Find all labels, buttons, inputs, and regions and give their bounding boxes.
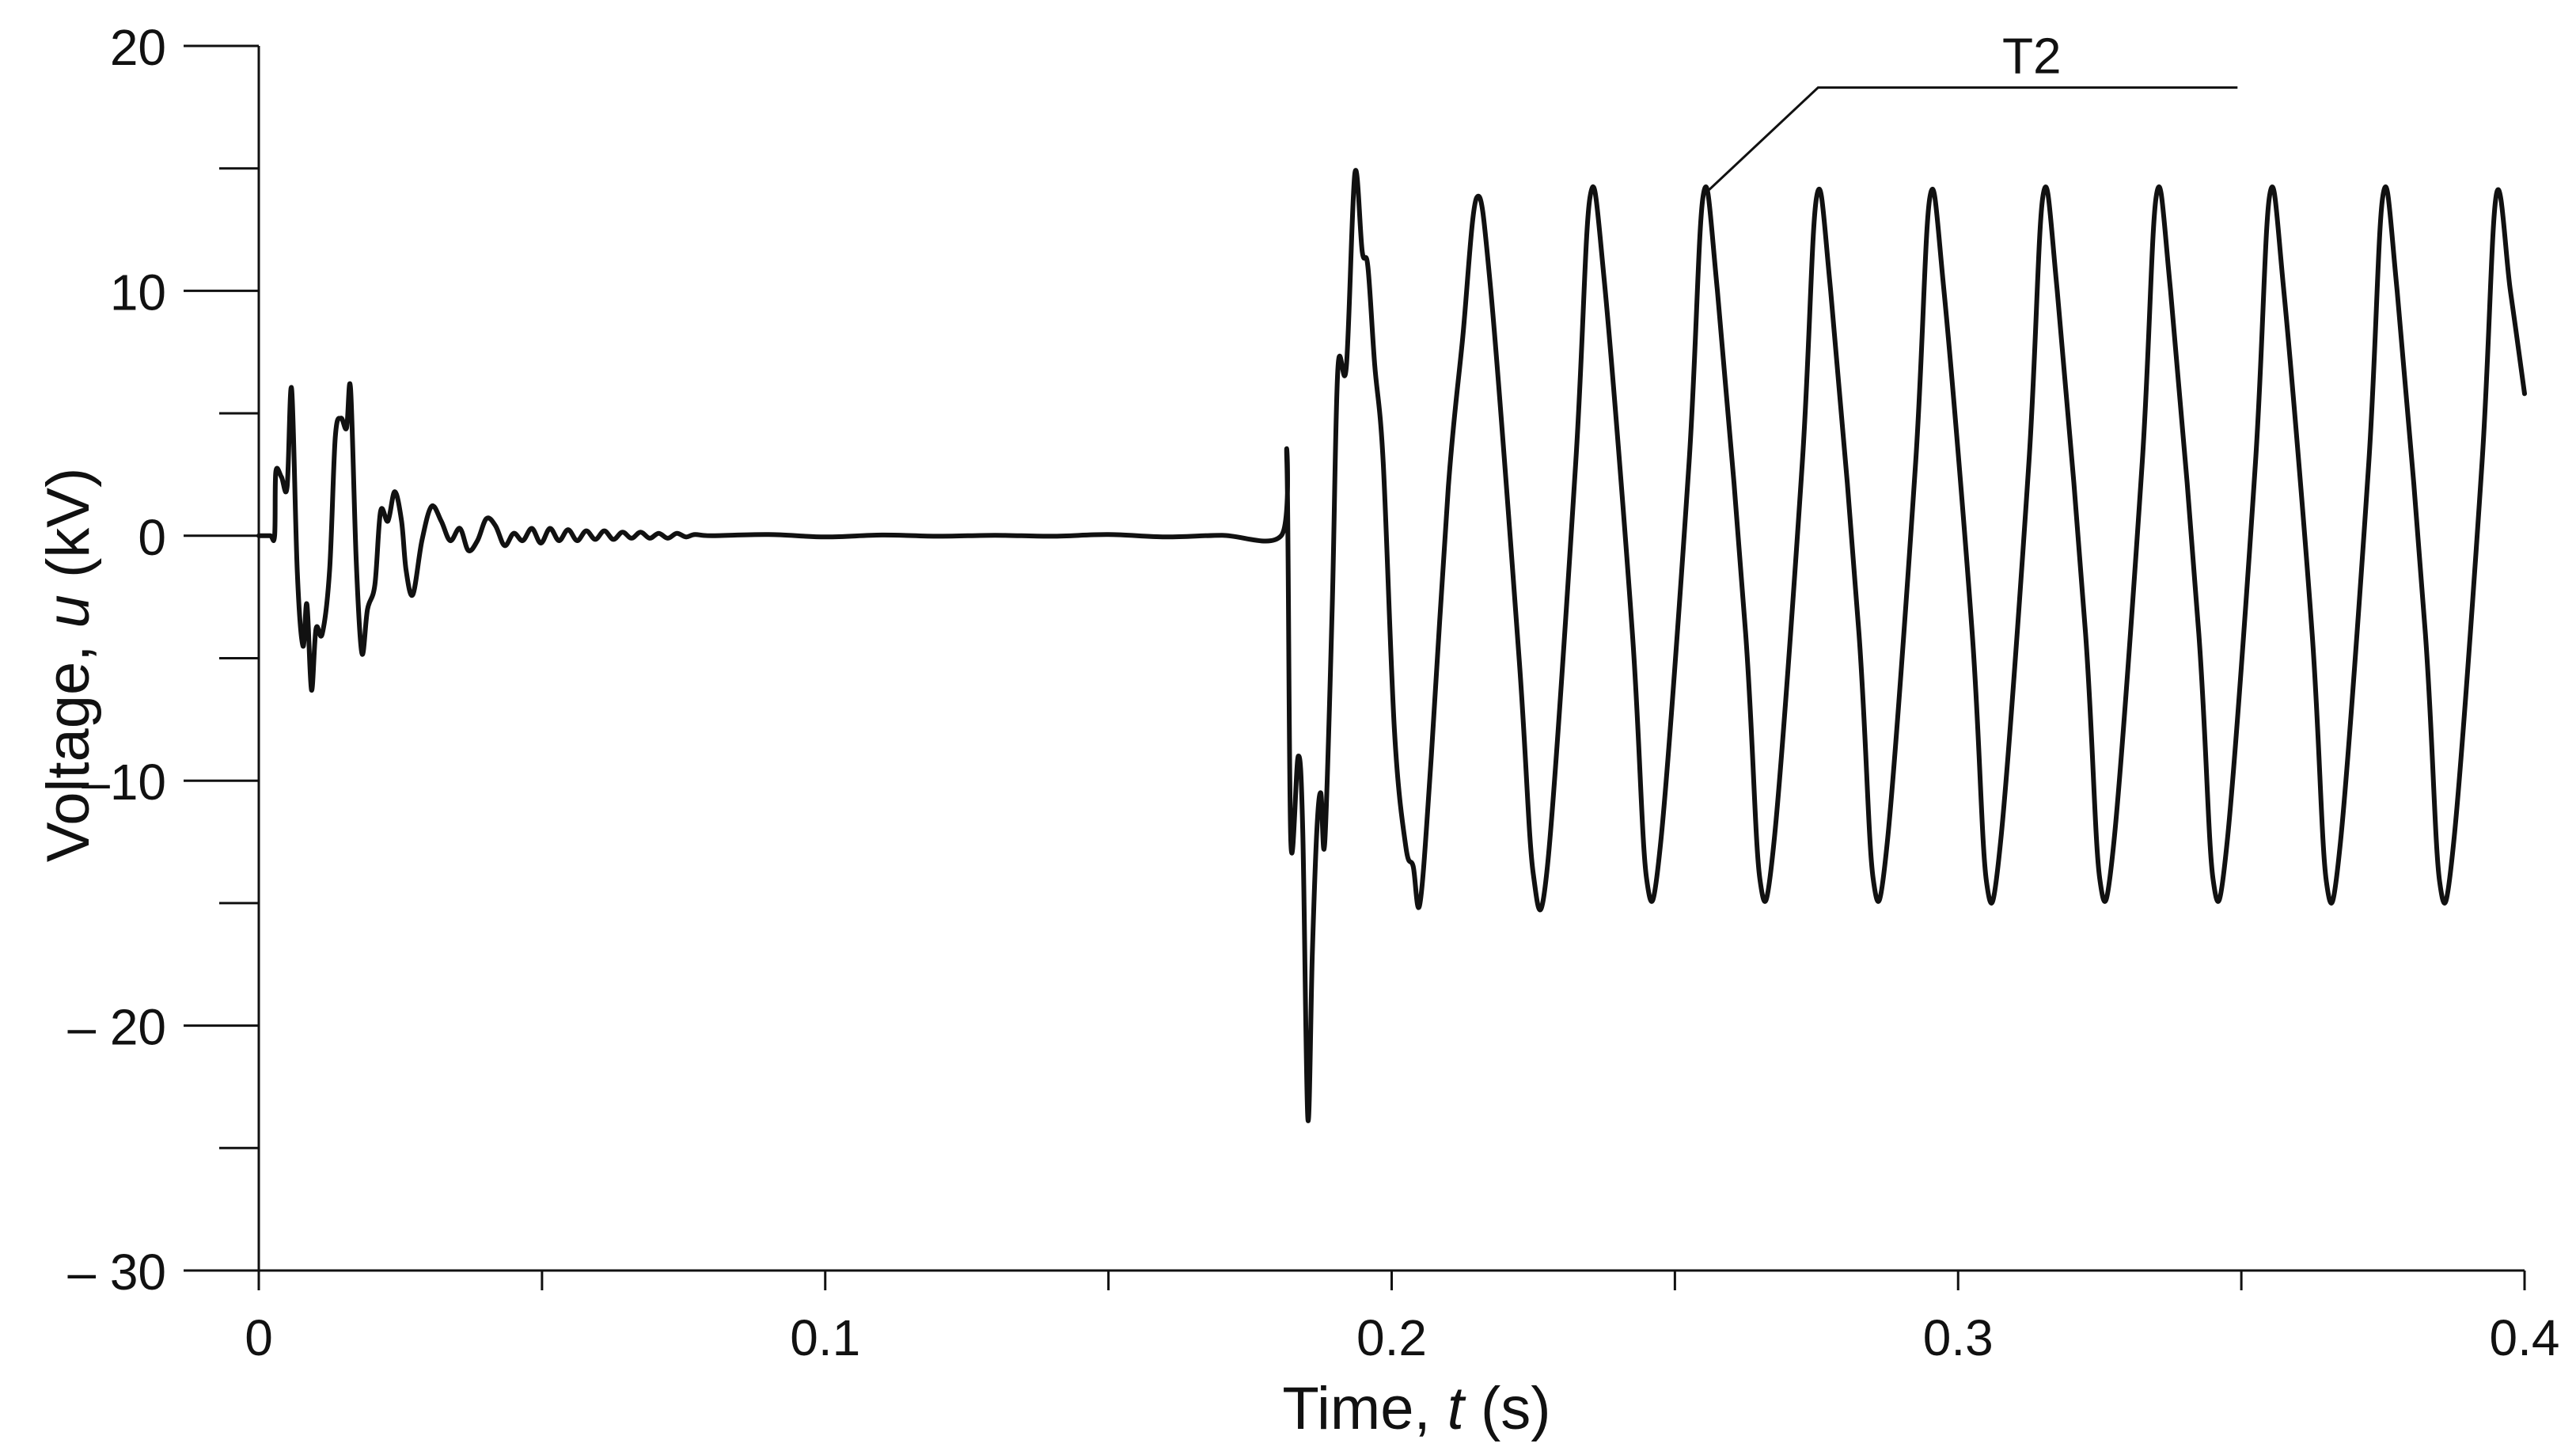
series-line-t2 <box>256 168 2527 1123</box>
annotation-leader-line <box>1702 86 2238 196</box>
y-tick-label: – 20 <box>67 999 166 1056</box>
y-tick-label: 10 <box>110 264 166 321</box>
x-axis-ticks: 0 0.1 0.2 0.3 0.4 <box>245 1271 2559 1366</box>
annotation-layer: T2 <box>1702 28 2238 196</box>
series-layer <box>256 168 2527 1123</box>
y-tick-label: 0 <box>138 509 166 566</box>
y-tick-label: – 30 <box>67 1244 166 1301</box>
y-axis-title: Voltage, u (kV) <box>35 468 102 863</box>
x-tick-label: 0 <box>245 1309 273 1366</box>
x-tick-label: 0.4 <box>2490 1309 2560 1366</box>
y-tick-label: 20 <box>110 19 166 76</box>
x-tick-label: 0.1 <box>790 1309 860 1366</box>
x-tick-label: 0.2 <box>1356 1309 1427 1366</box>
series-label: T2 <box>2002 28 2062 85</box>
y-axis-ticks: 20 10 0 –10 – 20 – 30 <box>67 19 259 1301</box>
y-tick-label: –10 <box>82 754 166 811</box>
x-axis-title: Time, t (s) <box>1282 1375 1550 1442</box>
x-tick-label: 0.3 <box>1923 1309 1994 1366</box>
